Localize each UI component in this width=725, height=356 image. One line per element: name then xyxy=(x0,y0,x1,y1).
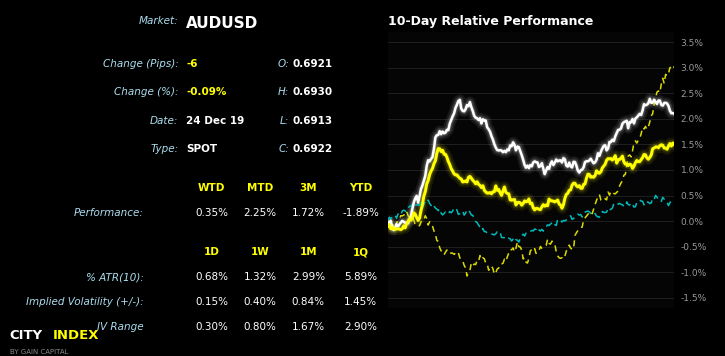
Text: % ATR(10):: % ATR(10): xyxy=(86,272,144,282)
Text: 3M: 3M xyxy=(299,183,317,193)
Text: IV Range: IV Range xyxy=(97,322,144,332)
Text: BY GAIN CAPITAL: BY GAIN CAPITAL xyxy=(9,349,68,355)
Text: 5.89%: 5.89% xyxy=(344,272,377,282)
Text: Implied Volatility (+/-):: Implied Volatility (+/-): xyxy=(26,297,144,307)
Text: INDEX: INDEX xyxy=(52,329,99,342)
Text: 0.84%: 0.84% xyxy=(292,297,325,307)
Text: MTD: MTD xyxy=(247,183,273,193)
Text: C:: C: xyxy=(278,144,289,154)
Text: -0.09%: -0.09% xyxy=(186,87,226,97)
Text: 1.45%: 1.45% xyxy=(344,297,377,307)
Text: 0.30%: 0.30% xyxy=(195,322,228,332)
Text: 1W: 1W xyxy=(251,247,269,257)
Text: O:: O: xyxy=(277,59,289,69)
Text: YTD: YTD xyxy=(349,183,373,193)
Text: 0.15%: 0.15% xyxy=(195,297,228,307)
Text: -1.89%: -1.89% xyxy=(342,208,379,218)
Text: 1D: 1D xyxy=(204,247,220,257)
Text: 0.80%: 0.80% xyxy=(244,322,276,332)
Text: Type:: Type: xyxy=(150,144,178,154)
Text: 0.6913: 0.6913 xyxy=(293,116,333,126)
Text: 0.35%: 0.35% xyxy=(195,208,228,218)
Text: 24 Dec 19: 24 Dec 19 xyxy=(186,116,244,126)
Text: SPOT: SPOT xyxy=(186,144,218,154)
Text: 10-Day Relative Performance: 10-Day Relative Performance xyxy=(388,15,593,28)
Text: 1.67%: 1.67% xyxy=(291,322,325,332)
Text: 2.90%: 2.90% xyxy=(344,322,377,332)
Text: 2.25%: 2.25% xyxy=(244,208,276,218)
Text: L:: L: xyxy=(280,116,289,126)
Text: Market:: Market: xyxy=(138,16,178,26)
Text: Date:: Date: xyxy=(150,116,178,126)
Text: 1.32%: 1.32% xyxy=(244,272,276,282)
Text: 0.6922: 0.6922 xyxy=(293,144,333,154)
Text: Change (%):: Change (%): xyxy=(114,87,178,97)
Text: AUDUSD: AUDUSD xyxy=(186,16,258,31)
Text: 1.72%: 1.72% xyxy=(291,208,325,218)
Text: 2.99%: 2.99% xyxy=(291,272,325,282)
Text: Change (Pips):: Change (Pips): xyxy=(103,59,178,69)
Text: 0.40%: 0.40% xyxy=(244,297,276,307)
Text: 0.68%: 0.68% xyxy=(195,272,228,282)
Text: WTD: WTD xyxy=(198,183,225,193)
Text: 1Q: 1Q xyxy=(353,247,369,257)
Text: CITY: CITY xyxy=(9,329,43,342)
Text: 0.6921: 0.6921 xyxy=(293,59,333,69)
Text: 1M: 1M xyxy=(299,247,317,257)
Text: H:: H: xyxy=(278,87,289,97)
Text: Performance:: Performance: xyxy=(74,208,144,218)
Text: 0.6930: 0.6930 xyxy=(293,87,333,97)
Text: -6: -6 xyxy=(186,59,198,69)
